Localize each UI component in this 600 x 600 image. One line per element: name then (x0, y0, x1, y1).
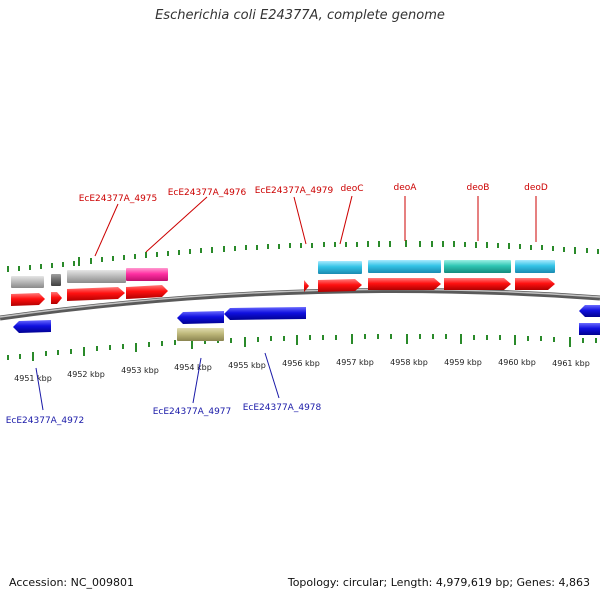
forward-cds-deoD[interactable] (515, 278, 555, 290)
forward-cds-3[interactable] (67, 287, 125, 301)
outer-tick-ring (7, 240, 599, 272)
accession-text: Accession: NC_009801 (9, 576, 135, 589)
scale-label-4956: 4956 kbp (282, 359, 320, 368)
scale-label-4957: 4957 kbp (336, 358, 374, 367)
gene-label-4978[interactable]: EcE24377A_4978 (243, 403, 322, 413)
cyan-feature-1[interactable] (318, 261, 362, 274)
genome-backbone (0, 287, 600, 321)
pink-feature[interactable] (126, 268, 168, 281)
scale-label-4951: 4951 kbp (14, 374, 52, 383)
forward-cds-deoC[interactable] (318, 279, 362, 292)
gene-label-deoA[interactable]: deoA (394, 183, 418, 193)
reverse-cds-4977[interactable] (177, 311, 224, 324)
cyan-feature-2[interactable] (368, 260, 441, 273)
gene-label-4977[interactable]: EcE24377A_4977 (153, 407, 232, 417)
reverse-cds-4978[interactable] (224, 307, 306, 320)
forward-cds-deoB[interactable] (444, 278, 511, 290)
gene-label-4972[interactable]: EcE24377A_4972 (6, 416, 85, 426)
gene-label-4976[interactable]: EcE24377A_4976 (168, 188, 247, 198)
gray-feature-1[interactable] (11, 276, 44, 288)
gene-label-deoD[interactable]: deoD (524, 183, 548, 193)
forward-cds-1[interactable] (11, 293, 45, 306)
scale-labels: 4951 kbp 4952 kbp 4953 kbp 4954 kbp 4955… (14, 358, 590, 383)
inner-tick-ring (7, 334, 597, 361)
forward-cds-track (11, 278, 555, 306)
gene-label-4979[interactable]: EcE24377A_4979 (255, 186, 334, 196)
scale-label-4960: 4960 kbp (498, 358, 536, 367)
scale-label-4961: 4961 kbp (552, 359, 590, 368)
forward-cds-2[interactable] (51, 292, 62, 304)
leader-4976 (145, 196, 208, 253)
cyan-feature-3[interactable] (515, 260, 555, 273)
gene-label-deoC[interactable]: deoC (340, 184, 363, 194)
reverse-cds-edge-1[interactable] (579, 305, 600, 317)
teal-feature[interactable] (444, 260, 511, 273)
gene-label-deoB[interactable]: deoB (467, 183, 490, 193)
scale-label-4953: 4953 kbp (121, 366, 159, 375)
scale-label-4952: 4952 kbp (67, 370, 105, 379)
olive-feature[interactable] (177, 328, 224, 341)
leader-4978 (264, 352, 280, 399)
reverse-cds-4972[interactable] (13, 320, 51, 333)
scale-label-4959: 4959 kbp (444, 358, 482, 367)
map-title: Escherichia coli E24377A, complete genom… (155, 8, 445, 23)
forward-cds-deoA[interactable] (368, 278, 441, 290)
leader-4972 (35, 367, 44, 411)
reverse-cds-edge-2[interactable] (579, 323, 600, 335)
bottom-gene-labels: EcE24377A_4972 EcE24377A_4977 EcE24377A_… (6, 352, 322, 426)
leader-4979 (293, 196, 307, 245)
leader-deoC (339, 195, 353, 245)
reverse-cds-track (13, 305, 600, 335)
forward-cds-5[interactable] (304, 280, 309, 292)
forward-cds-4[interactable] (126, 285, 168, 299)
gray-feature-2[interactable] (67, 270, 126, 283)
gene-label-4975[interactable]: EcE24377A_4975 (79, 194, 158, 204)
scale-label-4955: 4955 kbp (228, 361, 266, 370)
genome-backbone-highlight (0, 288, 600, 318)
genome-summary-text: Topology: circular; Length: 4,979,619 bp… (287, 576, 590, 589)
leader-4977 (192, 357, 202, 404)
scale-label-4958: 4958 kbp (390, 358, 428, 367)
leader-4975 (94, 203, 119, 257)
dark-gray-feature[interactable] (51, 274, 61, 286)
scale-label-4954: 4954 kbp (174, 363, 212, 372)
feature-track-upper (11, 260, 555, 288)
top-gene-labels: EcE24377A_4975 EcE24377A_4976 EcE24377A_… (79, 183, 548, 257)
